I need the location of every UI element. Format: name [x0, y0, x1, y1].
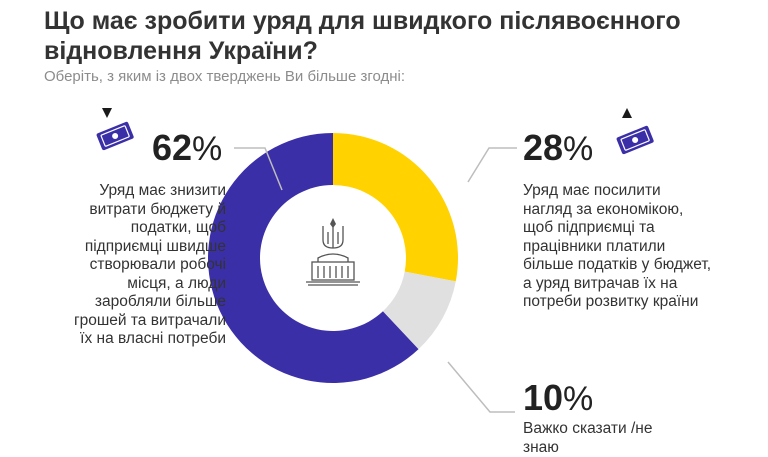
donut-center [279, 204, 387, 312]
chart-title: Що має зробити уряд для швидкого післяво… [44, 7, 681, 65]
pct-label-10: 10% [523, 377, 594, 419]
donut-slice-10 [382, 271, 456, 350]
donut-slice-28 [333, 133, 458, 282]
money-down-icon [96, 108, 134, 151]
leader-line-10 [447, 361, 515, 413]
slice-label-62: Уряд має знизити витрати бюджету й подат… [73, 182, 226, 347]
slice-label-28: Уряд має посилити нагляд за економікою, … [523, 182, 712, 310]
slice-label-10: Важко сказати /не знаю [523, 420, 653, 456]
pct-label-62: 62% [152, 127, 223, 169]
leader-line-28 [467, 147, 517, 183]
leader-lines [234, 147, 517, 413]
pct-label-28: 28% [523, 127, 594, 169]
chart-subtitle: Оберіть, з яким із двох тверджень Ви біл… [44, 68, 406, 85]
government-building-trident-icon [306, 218, 360, 286]
donut-slices [208, 133, 458, 383]
leader-line-62 [234, 147, 283, 191]
money-up-icon [616, 108, 654, 155]
donut-slice-62 [208, 133, 419, 383]
